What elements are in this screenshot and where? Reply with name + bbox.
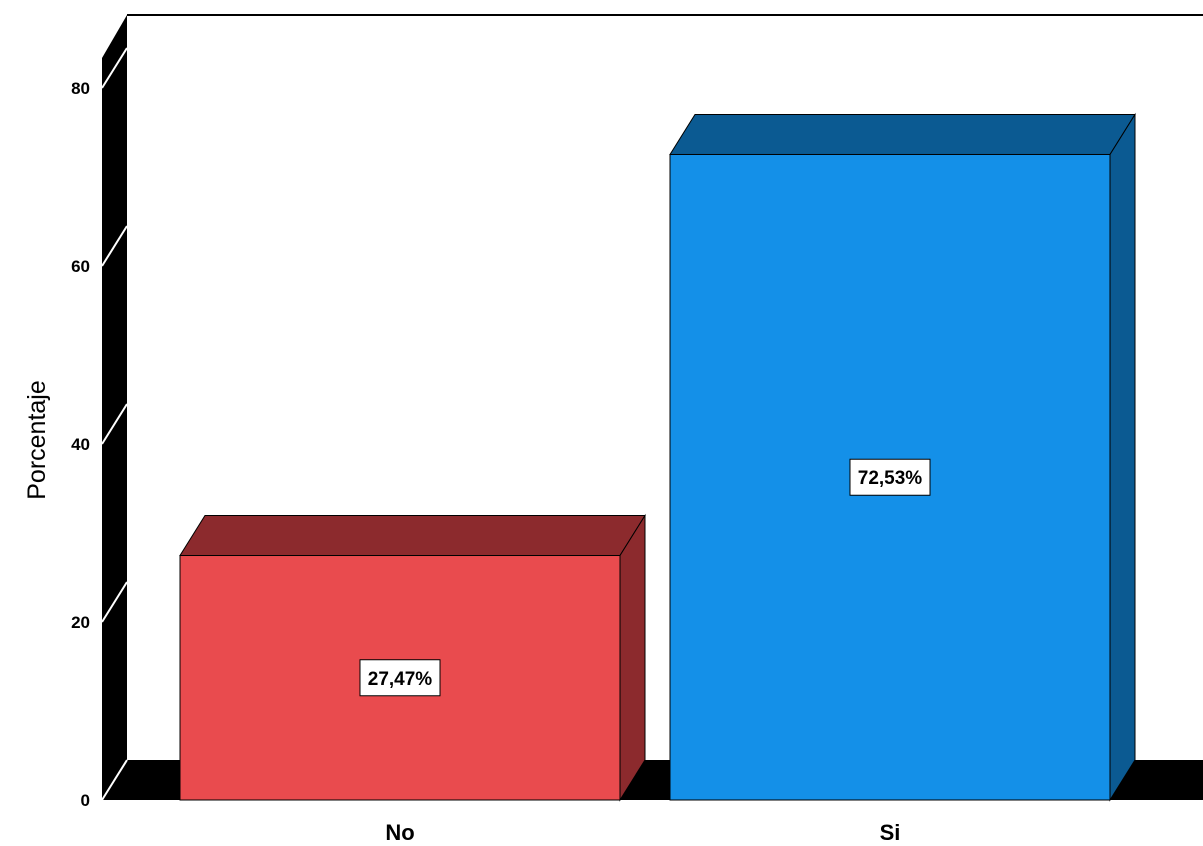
data-label-box — [849, 458, 931, 496]
bar-top-face — [669, 113, 1136, 155]
y-tick: 60 — [71, 225, 128, 276]
bar-series — [179, 112, 1136, 802]
y-tick-mark — [101, 403, 128, 445]
x-category-label: Si — [880, 820, 901, 845]
y-tick: 40 — [71, 403, 128, 454]
y-tick-mark — [101, 581, 128, 623]
y-tick-mark — [101, 759, 128, 801]
data-label: 72,53% — [849, 458, 931, 496]
y-axis-ticks: 0 20 40 60 80 — [71, 47, 128, 810]
y-tick-mark — [101, 225, 128, 267]
y-tick-label: 40 — [71, 435, 90, 454]
data-label-text: 27,47% — [368, 669, 433, 690]
y-tick-label: 0 — [81, 791, 90, 810]
y-tick-mark — [101, 47, 128, 89]
data-label: 27,47% — [359, 659, 441, 697]
bar-side-face — [1109, 112, 1136, 802]
y-tick-label: 80 — [71, 79, 90, 98]
bar-no — [179, 513, 646, 802]
data-label-text: 72,53% — [858, 468, 923, 489]
y-tick-label: 20 — [71, 613, 90, 632]
y-tick: 0 — [81, 759, 128, 810]
data-label-box — [359, 659, 441, 697]
bar-top-face — [179, 515, 646, 557]
bar-front-face — [669, 153, 1111, 801]
y-tick: 80 — [71, 47, 128, 98]
y-tick-label: 60 — [71, 257, 90, 276]
left-wall — [102, 15, 127, 800]
y-tick: 20 — [71, 581, 128, 632]
bar-si — [669, 112, 1136, 802]
data-labels: 27,47% 72,53% — [359, 458, 931, 697]
x-axis-categories: No Si — [385, 820, 900, 845]
bar-side-face — [619, 513, 646, 802]
y-axis-title: Porcentaje — [23, 380, 51, 500]
x-category-label: No — [385, 820, 414, 845]
